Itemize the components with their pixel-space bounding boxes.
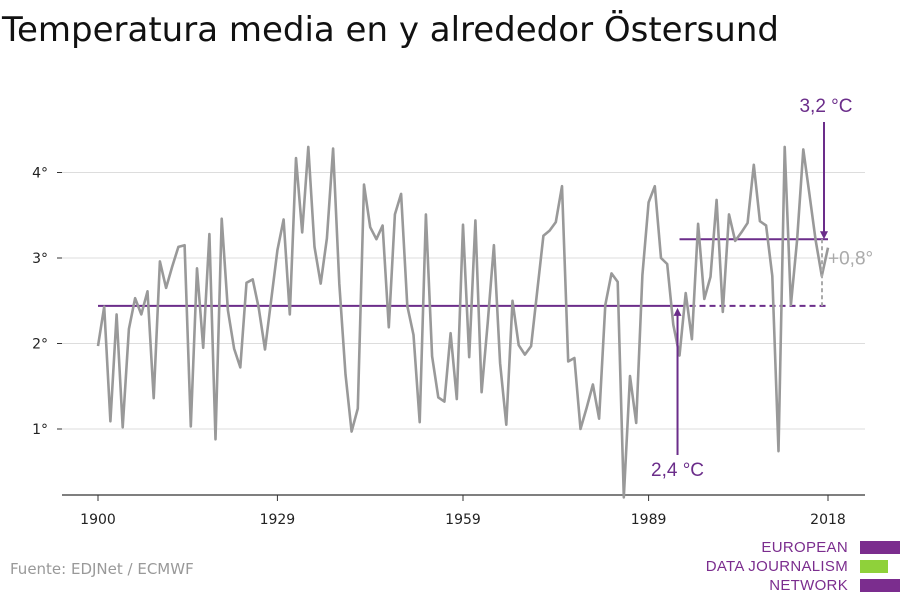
y-tick-label-3: 3°	[32, 251, 48, 267]
chart-title: Temperatura media en y alrededor Östersu…	[2, 10, 779, 50]
x-tick-label-2018: 2018	[810, 512, 846, 528]
y-tick-label-1: 1°	[32, 422, 48, 438]
y-axis-labels: 1° 2° 3° 4°	[32, 166, 48, 439]
logo-bar-2	[860, 560, 888, 573]
grid-lines	[57, 172, 865, 430]
logo-bar-1	[860, 541, 900, 554]
logo-line-3: NETWORK	[769, 577, 848, 594]
series-line	[96, 145, 830, 499]
recent-mean-label: 3,2 °C	[799, 96, 852, 117]
y-tick-label-4: 4°	[32, 166, 48, 182]
logo-bar-3	[860, 579, 900, 592]
difference-label: +0,8°	[828, 249, 873, 270]
x-tick-label-1989: 1989	[631, 512, 667, 528]
logo-line-1: EUROPEAN	[761, 539, 848, 556]
x-tick-label-1959: 1959	[445, 512, 481, 528]
x-axis: 1900 1929 1959 1989 2018	[62, 494, 865, 528]
x-tick-label-1900: 1900	[80, 512, 116, 528]
edjnet-logo: EUROPEAN DATA JOURNALISM NETWORK	[690, 538, 900, 596]
logo-line-2: DATA JOURNALISM	[705, 558, 848, 575]
source-note: Fuente: EDJNet / ECMWF	[10, 560, 194, 578]
baseline-mean-label: 2,4 °C	[651, 460, 704, 481]
annotations: +0,8° 3,2 °C 2,4 °C	[651, 96, 873, 481]
y-tick-label-2: 2°	[32, 337, 48, 353]
temperature-series-line	[96, 145, 830, 499]
x-tick-label-1929: 1929	[260, 512, 296, 528]
